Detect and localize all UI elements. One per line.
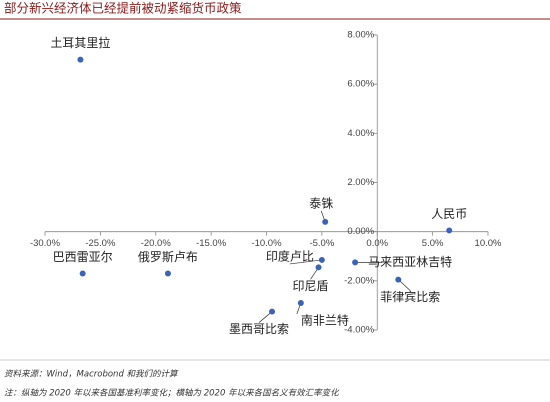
point-label: 马来西亚林吉特 bbox=[368, 254, 452, 269]
x-tick-label: -5.0% bbox=[309, 238, 334, 249]
y-tick-label: -2.00% bbox=[344, 275, 375, 286]
point bbox=[315, 264, 322, 271]
y-tick-label: -4.00% bbox=[344, 325, 375, 336]
point-label: 菲律宾比索 bbox=[380, 289, 440, 304]
point bbox=[297, 299, 304, 306]
leader-line bbox=[289, 259, 322, 265]
point-label: 泰铢 bbox=[309, 195, 333, 210]
point bbox=[318, 256, 325, 263]
point-label: 巴西雷亚尔 bbox=[53, 249, 113, 264]
point-label: 土耳其里拉 bbox=[50, 35, 110, 50]
y-tick-label: 4.00% bbox=[347, 128, 374, 139]
point-label: 墨西哥比索 bbox=[229, 322, 289, 336]
x-tick-label: -10.0% bbox=[251, 238, 282, 249]
x-tick-label: -30.0% bbox=[30, 238, 61, 249]
point-label: 俄罗斯卢布 bbox=[138, 249, 198, 264]
source: 资料来源：Wind，Macrobond 和我们的计算 bbox=[4, 369, 179, 380]
y-tick-label: 8.00% bbox=[347, 30, 374, 41]
chart-title: 部分新兴经济体已经提前被动紧缩货币政策 bbox=[4, 1, 242, 16]
point bbox=[164, 270, 171, 277]
y-tick-label: 0.00% bbox=[347, 226, 374, 237]
point bbox=[352, 259, 359, 266]
point bbox=[322, 218, 329, 225]
x-tick-label: 10.0% bbox=[475, 238, 502, 249]
point-label: 印尼盾 bbox=[293, 279, 329, 293]
x-tick-label: -20.0% bbox=[141, 238, 172, 249]
point bbox=[77, 56, 84, 63]
point-label: 印度卢比 bbox=[266, 248, 314, 263]
x-tick-label: -25.0% bbox=[85, 238, 116, 249]
point bbox=[395, 276, 402, 283]
x-tick-label: 0.0% bbox=[366, 238, 388, 249]
x-tick-label: 5.0% bbox=[422, 238, 444, 249]
point-label: 南非兰特 bbox=[301, 312, 349, 327]
point bbox=[446, 227, 453, 234]
point bbox=[269, 308, 276, 315]
y-tick-label: 6.00% bbox=[347, 79, 374, 90]
point bbox=[79, 270, 86, 277]
x-tick-label: -15.0% bbox=[196, 238, 227, 249]
point-label: 人民币 bbox=[431, 207, 467, 221]
y-tick-label: 2.00% bbox=[347, 177, 374, 188]
note: 注：纵轴为 2020 年以来各国基准利率变化；横轴为 2020 年以来各国名义有… bbox=[4, 388, 340, 399]
